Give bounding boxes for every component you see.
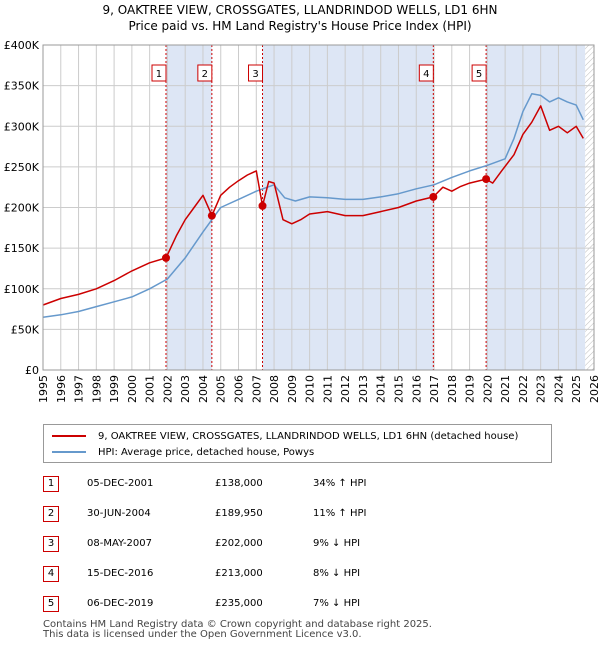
- transaction-price: £235,000: [215, 598, 263, 609]
- x-tick-label: 2023: [535, 375, 548, 403]
- transaction-date: 06-DEC-2019: [87, 598, 154, 609]
- x-tick-label: 2001: [144, 375, 157, 403]
- x-tick-label: 2004: [197, 375, 210, 403]
- transaction-price: £189,950: [215, 508, 263, 519]
- x-tick-label: 2006: [233, 375, 246, 403]
- transaction-hpi: 11% ↑ HPI: [313, 508, 367, 519]
- transaction-hpi: 8% ↓ HPI: [313, 568, 361, 579]
- y-tick-label: £350K: [4, 80, 40, 93]
- transaction-number: 1: [43, 476, 59, 492]
- sale-point: [482, 175, 491, 184]
- y-tick-label: £0: [25, 364, 39, 377]
- x-tick-label: 2005: [215, 375, 228, 403]
- plot-area-border: [42, 44, 595, 371]
- transaction-row: 2 30-JUN-2004 £189,950 11% ↑ HPI: [43, 506, 563, 524]
- x-tick-label: 2003: [179, 375, 192, 403]
- x-tick-label: 2009: [286, 375, 299, 403]
- x-tick-label: 2002: [161, 375, 174, 403]
- x-tick-label: 2021: [499, 375, 512, 403]
- y-tick-label: £250K: [4, 161, 40, 174]
- x-tick-label: 1997: [73, 375, 86, 403]
- x-tick-label: 2012: [339, 375, 352, 403]
- copyright-line: Contains HM Land Registry data © Crown c…: [43, 619, 432, 630]
- y-tick-label: £300K: [4, 120, 40, 133]
- transaction-number: 3: [43, 536, 59, 552]
- transaction-price: £202,000: [215, 538, 263, 549]
- transaction-price: £138,000: [215, 478, 263, 489]
- x-tick-label: 2022: [517, 375, 530, 403]
- transaction-row: 5 06-DEC-2019 £235,000 7% ↓ HPI: [43, 596, 563, 614]
- legend-label-property: 9, OAKTREE VIEW, CROSSGATES, LLANDRINDOD…: [98, 430, 519, 442]
- sale-number-label: 4: [423, 69, 429, 80]
- x-tick-label: 2008: [268, 375, 281, 403]
- transaction-hpi: 34% ↑ HPI: [313, 478, 367, 489]
- transaction-number: 4: [43, 566, 59, 582]
- sale-point: [258, 201, 267, 210]
- transaction-row: 4 15-DEC-2016 £213,000 8% ↓ HPI: [43, 566, 563, 584]
- x-tick-label: 2007: [250, 375, 263, 403]
- transaction-row: 3 08-MAY-2007 £202,000 9% ↓ HPI: [43, 536, 563, 554]
- sale-number-box: [197, 64, 213, 82]
- legend-item-property: 9, OAKTREE VIEW, CROSSGATES, LLANDRINDOD…: [52, 429, 518, 443]
- x-tick-label: 2026: [588, 375, 600, 403]
- transaction-number: 5: [43, 596, 59, 612]
- sale-number-label: 5: [476, 69, 482, 80]
- transaction-date: 05-DEC-2001: [87, 478, 154, 489]
- x-tick-label: 1996: [55, 375, 68, 403]
- transaction-price: £213,000: [215, 568, 263, 579]
- x-tick-label: 2017: [428, 375, 441, 403]
- footer: Contains HM Land Registry data © Crown c…: [43, 620, 432, 640]
- transaction-date: 08-MAY-2007: [87, 538, 153, 549]
- hpi-series-line: [42, 93, 584, 318]
- x-tick-label: 2025: [570, 375, 583, 403]
- transaction-number: 2: [43, 506, 59, 522]
- license-line: This data is licensed under the Open Gov…: [43, 629, 362, 640]
- y-tick-label: £400K: [4, 39, 40, 52]
- x-tick-label: 2018: [446, 375, 459, 403]
- x-tick-label: 2011: [321, 375, 334, 403]
- y-tick-label: £50K: [11, 323, 40, 336]
- sale-number-box: [471, 64, 487, 82]
- transaction-date: 15-DEC-2016: [87, 568, 154, 579]
- transaction-row: 1 05-DEC-2001 £138,000 34% ↑ HPI: [43, 476, 563, 494]
- sale-number-box: [151, 64, 167, 82]
- x-tick-label: 2016: [410, 375, 423, 403]
- x-tick-label: 1998: [90, 375, 103, 403]
- sale-point: [161, 253, 170, 262]
- x-tick-label: 2024: [552, 375, 565, 403]
- y-tick-label: £200K: [4, 202, 40, 215]
- property-series-line: [42, 105, 584, 306]
- transaction-date: 30-JUN-2004: [87, 508, 151, 519]
- chart-subtitle: Price paid vs. HM Land Registry's House …: [128, 19, 472, 33]
- x-tick-label: 2014: [375, 375, 388, 403]
- sale-number-label: 1: [156, 69, 162, 80]
- sale-number-box: [248, 64, 264, 82]
- x-tick-label: 2013: [357, 375, 370, 403]
- chart-title: 9, OAKTREE VIEW, CROSSGATES, LLANDRINDOD…: [102, 3, 498, 17]
- y-tick-label: £150K: [4, 242, 40, 255]
- transaction-hpi: 7% ↓ HPI: [313, 598, 361, 609]
- legend-swatch-property: [52, 435, 86, 437]
- x-tick-label: 2010: [304, 375, 317, 403]
- sale-number-label: 2: [202, 69, 208, 80]
- sale-number-box: [418, 64, 434, 82]
- legend: 9, OAKTREE VIEW, CROSSGATES, LLANDRINDOD…: [43, 424, 552, 463]
- y-tick-label: £100K: [4, 283, 40, 296]
- x-tick-label: 2015: [392, 375, 405, 403]
- legend-label-hpi: HPI: Average price, detached house, Powy…: [98, 446, 315, 458]
- legend-item-hpi: HPI: Average price, detached house, Powy…: [52, 445, 314, 459]
- sale-number-label: 3: [252, 69, 258, 80]
- x-tick-label: 1999: [108, 375, 121, 403]
- legend-swatch-hpi: [52, 451, 86, 453]
- x-tick-label: 2000: [126, 375, 139, 403]
- sale-point: [429, 192, 438, 201]
- transaction-hpi: 9% ↓ HPI: [313, 538, 361, 549]
- x-tick-label: 2019: [464, 375, 477, 403]
- x-tick-label: 1995: [37, 375, 50, 403]
- sale-point: [207, 211, 216, 220]
- x-tick-label: 2020: [481, 375, 494, 403]
- price-chart: 1 2 3 4 5 £0 £50K £100K £150K £200K £250K £300K £35…: [4, 39, 600, 403]
